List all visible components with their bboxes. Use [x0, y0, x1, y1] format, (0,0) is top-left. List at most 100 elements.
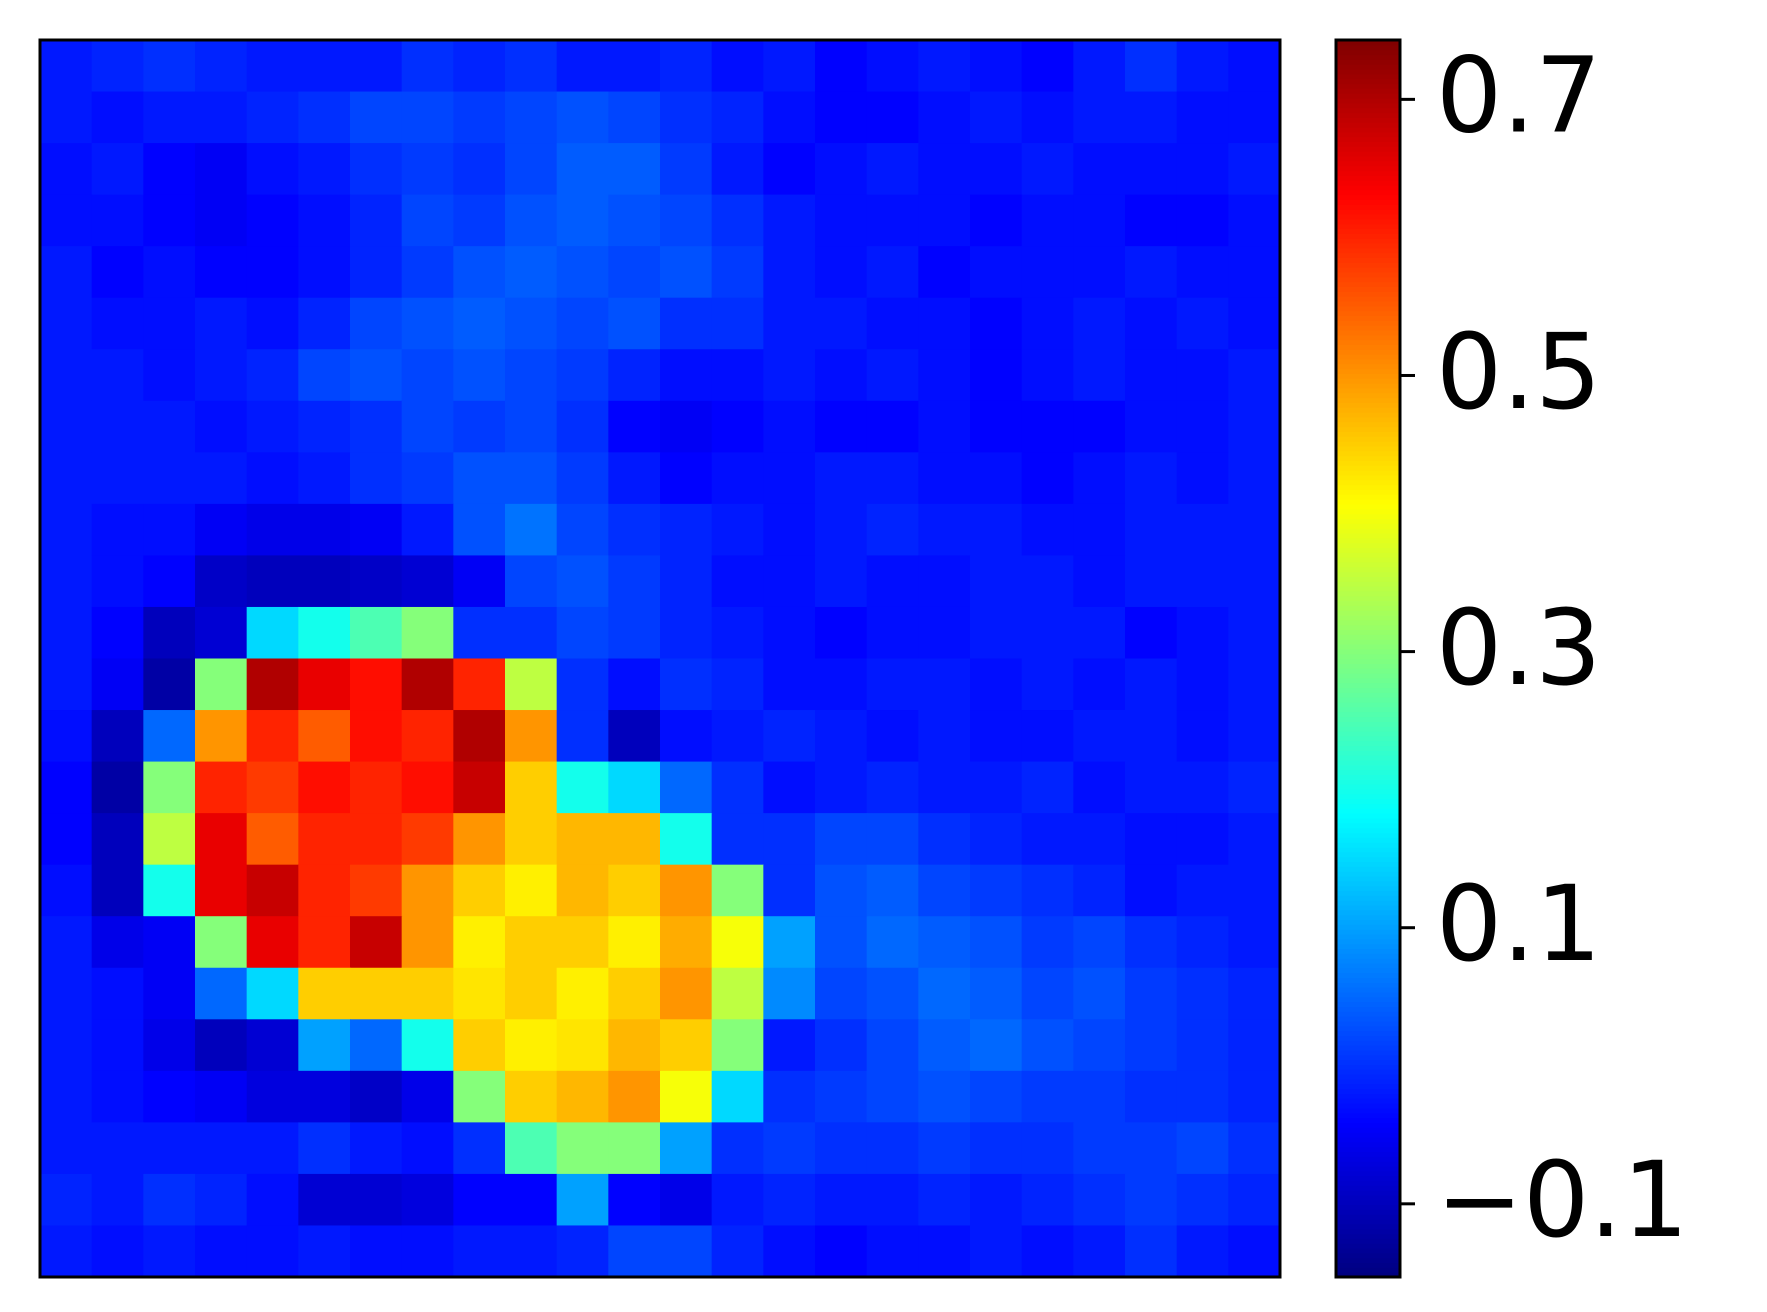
heatmap-cell: [970, 349, 1023, 402]
colorbar-swatch: [1336, 402, 1400, 408]
heatmap-cell: [711, 91, 764, 144]
heatmap-cell: [453, 1070, 506, 1123]
colorbar-swatch: [1336, 1035, 1400, 1041]
heatmap-cell: [453, 555, 506, 608]
heatmap-cell: [453, 606, 506, 660]
colorbar-swatch: [1336, 1112, 1400, 1119]
heatmap-cell: [298, 40, 351, 93]
heatmap-cell: [195, 91, 248, 144]
heatmap-cell: [195, 40, 248, 93]
heatmap-cell: [711, 606, 764, 660]
heatmap-cell: [711, 864, 764, 917]
heatmap-cell: [1125, 710, 1178, 763]
colorbar-swatch: [1336, 441, 1400, 447]
heatmap-cell: [350, 143, 403, 196]
heatmap-cell: [350, 916, 403, 969]
heatmap-cell: [918, 1225, 971, 1278]
heatmap-cell: [1073, 1173, 1126, 1227]
colorbar-swatch: [1336, 658, 1400, 664]
heatmap-cell: [866, 297, 919, 350]
heatmap-cell: [453, 1173, 506, 1227]
heatmap-cell: [608, 967, 661, 1020]
heatmap-cell: [401, 1225, 454, 1278]
colorbar-swatch: [1336, 170, 1400, 176]
heatmap-cell: [918, 1019, 971, 1072]
heatmap-cell: [453, 864, 506, 917]
heatmap-cell: [815, 246, 868, 299]
colorbar-swatch: [1336, 286, 1400, 292]
colorbar-swatch: [1336, 924, 1400, 930]
heatmap-cell: [195, 400, 248, 453]
heatmap-cell: [195, 555, 248, 608]
heatmap-cell: [970, 1122, 1023, 1175]
heatmap-cell: [711, 349, 764, 402]
colorbar-swatch: [1336, 518, 1400, 524]
heatmap-cell: [815, 555, 868, 608]
heatmap-cell: [505, 400, 558, 453]
heatmap-cell: [1125, 813, 1178, 866]
heatmap-cell: [91, 91, 144, 144]
heatmap-cell: [1021, 1019, 1074, 1072]
heatmap-cell: [918, 1122, 971, 1175]
heatmap-cell: [143, 1173, 196, 1227]
heatmap-cell: [453, 246, 506, 299]
heatmap-cell: [660, 194, 713, 247]
colorbar-swatch: [1336, 687, 1400, 693]
colorbar-swatch: [1336, 1074, 1400, 1080]
colorbar-swatch: [1336, 846, 1400, 853]
heatmap-cell: [401, 761, 454, 814]
heatmap-cell: [608, 143, 661, 196]
colorbar-swatch: [1336, 397, 1400, 404]
heatmap-cell: [1228, 503, 1281, 557]
colorbar-swatch: [1336, 644, 1400, 650]
heatmap-cell: [453, 916, 506, 969]
heatmap-cell: [711, 297, 764, 350]
heatmap-cell: [1125, 400, 1178, 453]
colorbar-swatch: [1336, 977, 1400, 983]
colorbar-swatch: [1336, 779, 1400, 785]
heatmap-cell: [866, 40, 919, 93]
heatmap-cell: [608, 1122, 661, 1175]
colorbar-swatch: [1336, 552, 1400, 558]
colorbar-swatch: [1336, 363, 1400, 370]
heatmap-cell: [401, 143, 454, 196]
heatmap-cell: [40, 1019, 93, 1072]
colorbar-swatch: [1336, 566, 1400, 573]
heatmap-cell: [401, 813, 454, 866]
colorbar-swatch: [1336, 1016, 1400, 1022]
heatmap-cell: [711, 761, 764, 814]
colorbar-swatch: [1336, 213, 1400, 220]
heatmap-cell: [815, 1019, 868, 1072]
heatmap-cell: [660, 864, 713, 917]
colorbar-swatch: [1336, 1001, 1400, 1008]
heatmap-cell: [1021, 967, 1074, 1020]
heatmap-cell: [350, 40, 403, 93]
heatmap-cell: [91, 1225, 144, 1278]
colorbar-swatch: [1336, 721, 1400, 727]
heatmap-cell: [195, 967, 248, 1020]
heatmap-cell: [505, 452, 558, 505]
heatmap-cell: [866, 349, 919, 402]
heatmap-cell: [866, 1122, 919, 1175]
heatmap-cell: [970, 606, 1023, 660]
colorbar-swatch: [1336, 730, 1400, 737]
colorbar-swatch: [1336, 1209, 1400, 1215]
heatmap-cell: [40, 1070, 93, 1123]
colorbar-swatch: [1336, 987, 1400, 993]
colorbar-swatch: [1336, 358, 1400, 365]
heatmap-cell: [1228, 1070, 1281, 1123]
heatmap-cell: [1125, 967, 1178, 1020]
colorbar-swatch: [1336, 557, 1400, 563]
heatmap-cell: [453, 452, 506, 505]
colorbar-swatch: [1336, 866, 1400, 872]
heatmap-cell: [1176, 503, 1229, 557]
heatmap-cell: [763, 1122, 816, 1175]
colorbar-swatch: [1336, 750, 1400, 756]
colorbar-swatch: [1336, 948, 1400, 954]
colorbar-swatch: [1336, 542, 1400, 548]
heatmap-cell: [711, 452, 764, 505]
heatmap-cell: [195, 761, 248, 814]
colorbar-swatch: [1336, 1025, 1400, 1032]
colorbar-swatch: [1336, 126, 1400, 133]
heatmap-cell: [1176, 658, 1229, 711]
